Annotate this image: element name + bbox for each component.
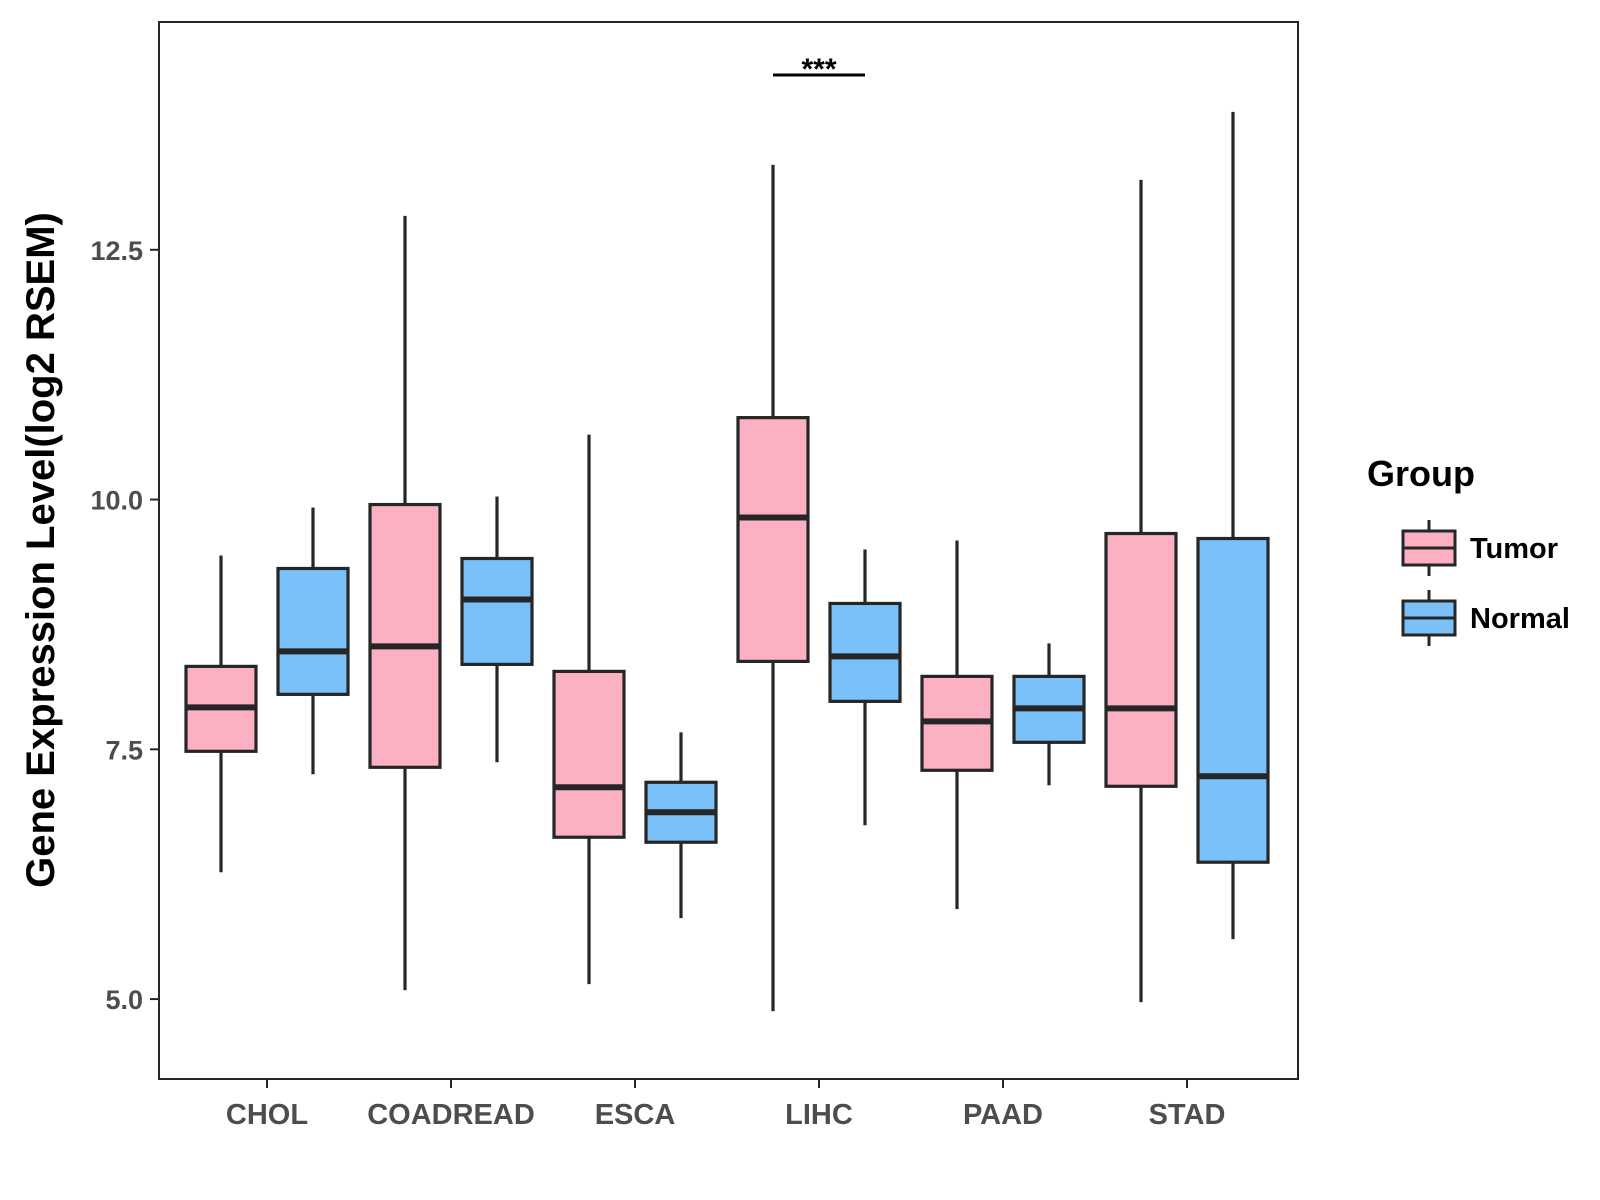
y-tick-label-10.0: 10.0 bbox=[90, 486, 143, 516]
iqr-box-normal-lihc bbox=[828, 601, 902, 703]
legend-label-normal: Normal bbox=[1470, 603, 1570, 635]
y-axis: 5.0 7.5 10.0 12.5 bbox=[90, 236, 159, 1015]
box-tumor-paad bbox=[920, 540, 994, 910]
box-normal-stad bbox=[1196, 111, 1270, 940]
box-tumor-coadread bbox=[368, 215, 442, 991]
box-normal-paad bbox=[1012, 643, 1086, 786]
iqr-box-tumor-lihc bbox=[736, 416, 810, 663]
box-normal-esca bbox=[644, 732, 718, 919]
box-normal-coadread bbox=[460, 496, 534, 763]
box-tumor-esca bbox=[552, 434, 626, 985]
legend-label-tumor: Tumor bbox=[1470, 533, 1558, 565]
plot-panel bbox=[158, 21, 1299, 1080]
legend-title: Group bbox=[1367, 453, 1475, 494]
y-tick-label-5.0: 5.0 bbox=[105, 985, 143, 1015]
iqr-box-normal-stad bbox=[1196, 536, 1270, 864]
legend: Group Tumor Normal bbox=[1367, 453, 1570, 646]
annotations-layer: *** bbox=[773, 53, 865, 86]
iqr-box-tumor-stad bbox=[1104, 531, 1178, 788]
iqr-box-tumor-coadread bbox=[368, 502, 442, 769]
box-tumor-lihc bbox=[736, 164, 810, 1012]
y-tick-label-7.5: 7.5 bbox=[105, 735, 143, 765]
y-tick-label-12.5: 12.5 bbox=[90, 236, 143, 266]
x-tick-label-lihc: LIHC bbox=[785, 1099, 853, 1131]
box-normal-lihc bbox=[828, 549, 902, 826]
iqr-box-tumor-esca bbox=[552, 669, 626, 839]
boxes-layer bbox=[184, 111, 1270, 1012]
box-normal-chol bbox=[276, 507, 350, 775]
significance-label: *** bbox=[801, 53, 836, 86]
legend-key-tumor bbox=[1401, 520, 1457, 576]
x-tick-label-chol: CHOL bbox=[226, 1099, 308, 1131]
iqr-box-normal-chol bbox=[276, 566, 350, 696]
box-tumor-chol bbox=[184, 555, 258, 873]
x-tick-label-stad: STAD bbox=[1149, 1099, 1226, 1131]
iqr-box-normal-coadread bbox=[460, 556, 534, 666]
x-axis: CHOL COADREAD ESCA LIHC PAAD STAD bbox=[226, 1079, 1225, 1131]
x-tick-label-coadread: COADREAD bbox=[367, 1099, 535, 1131]
y-axis-title: Gene Expression Level(log2 RSEM) bbox=[19, 212, 63, 888]
x-tick-label-paad: PAAD bbox=[963, 1099, 1043, 1131]
box-tumor-stad bbox=[1104, 179, 1178, 1003]
legend-key-normal bbox=[1401, 590, 1457, 646]
x-tick-label-esca: ESCA bbox=[595, 1099, 676, 1131]
